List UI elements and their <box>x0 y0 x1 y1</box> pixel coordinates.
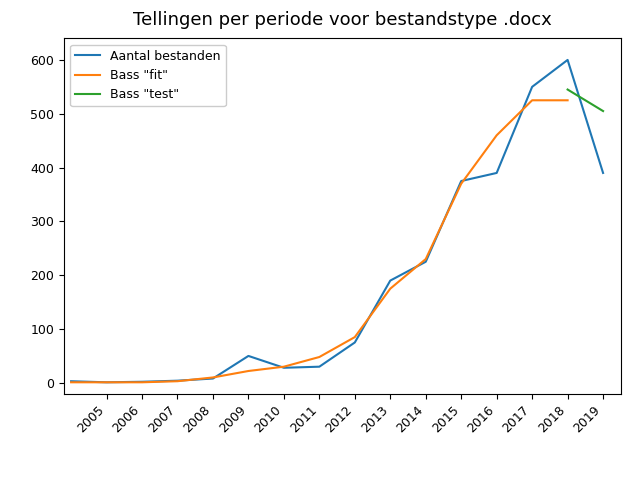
Bass "fit" <box>351 334 358 340</box>
Aantal bestanden <box>280 365 288 371</box>
Bass "fit" <box>458 181 465 187</box>
Bass "fit" <box>209 374 217 380</box>
Aantal bestanden <box>599 170 607 176</box>
Legend: Aantal bestanden, Bass "fit", Bass "test": Aantal bestanden, Bass "fit", Bass "test… <box>70 45 226 106</box>
Aantal bestanden <box>458 178 465 184</box>
Aantal bestanden <box>422 259 429 264</box>
Aantal bestanden <box>493 170 500 176</box>
Bass "fit" <box>422 256 429 262</box>
Bass "test" <box>599 108 607 114</box>
Bass "fit" <box>244 368 252 374</box>
Line: Aantal bestanden: Aantal bestanden <box>71 60 603 382</box>
Bass "fit" <box>280 364 288 370</box>
Bass "fit" <box>67 379 75 385</box>
Bass "fit" <box>138 379 146 385</box>
Aantal bestanden <box>244 353 252 359</box>
Bass "fit" <box>564 97 572 103</box>
Aantal bestanden <box>67 378 75 384</box>
Title: Tellingen per periode voor bestandstype .docx: Tellingen per periode voor bestandstype … <box>133 11 552 28</box>
Aantal bestanden <box>564 57 572 63</box>
Bass "fit" <box>528 97 536 103</box>
Bass "fit" <box>316 354 323 360</box>
Aantal bestanden <box>316 364 323 370</box>
Bass "fit" <box>493 132 500 138</box>
Line: Bass "test": Bass "test" <box>568 90 603 111</box>
Bass "fit" <box>102 379 110 385</box>
Aantal bestanden <box>138 379 146 384</box>
Line: Bass "fit": Bass "fit" <box>71 100 568 382</box>
Aantal bestanden <box>209 376 217 382</box>
Aantal bestanden <box>387 278 394 284</box>
Bass "test" <box>564 87 572 93</box>
Bass "fit" <box>387 286 394 291</box>
Bass "fit" <box>173 378 181 384</box>
Aantal bestanden <box>102 379 110 385</box>
Aantal bestanden <box>173 378 181 384</box>
Aantal bestanden <box>528 84 536 90</box>
Aantal bestanden <box>351 339 358 345</box>
